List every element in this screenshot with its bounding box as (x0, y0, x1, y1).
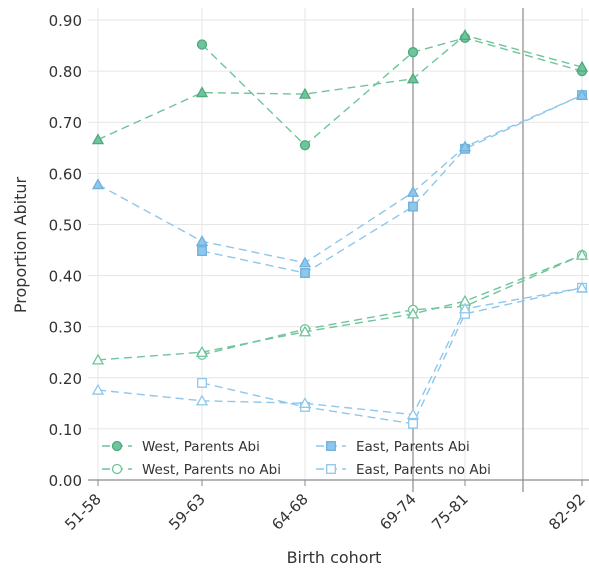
series-line (201, 287, 583, 425)
y-tick-label: 0.80 (49, 63, 82, 81)
data-point (458, 28, 472, 40)
legend: West, Parents Abi West, Parents no Abi Eas… (102, 439, 491, 478)
x-tick-label: 64-68 (268, 490, 312, 534)
data-point (408, 201, 418, 212)
legend-marker (326, 441, 336, 451)
series-line (201, 254, 583, 356)
legend-label: East, Parents Abi (356, 439, 470, 455)
data-point (300, 268, 310, 278)
y-tick-label: 0.90 (49, 12, 82, 30)
legend-marker (111, 440, 123, 452)
legend-marker (111, 463, 123, 475)
data-point (575, 248, 589, 260)
y-tick-label: 0.60 (49, 165, 82, 183)
y-tick-label: 0.00 (49, 472, 82, 490)
data-point (195, 86, 209, 98)
x-tick-label: 51-58 (61, 490, 105, 534)
series-line (97, 34, 583, 141)
series-line (201, 37, 583, 147)
series-west_abi_circle (196, 32, 588, 151)
data-point (298, 396, 312, 408)
data-point (91, 133, 105, 145)
y-axis-title: Proportion Abitur (11, 176, 30, 313)
x-tick-label: 69-74 (376, 490, 420, 534)
legend-label: West, Parents no Abi (142, 462, 281, 478)
series-east_abi_triangle (91, 88, 589, 268)
series-east_abi_square (197, 90, 587, 278)
data-point (407, 47, 419, 58)
data-point (406, 185, 420, 197)
grid-lines (88, 8, 589, 480)
data-point (197, 377, 207, 388)
data-point (197, 246, 207, 256)
series-west_noabi_triangle (91, 248, 589, 365)
data-point (91, 178, 105, 190)
data-point (299, 140, 311, 151)
y-tick-label: 0.20 (49, 370, 82, 388)
legend-item: East, Parents no Abi (316, 462, 491, 478)
y-tick-label: 0.70 (49, 114, 82, 132)
x-tick-label: 75-81 (428, 490, 472, 534)
series-west_noabi_circle (196, 249, 588, 360)
data-point (195, 394, 209, 406)
y-tick-label: 0.30 (49, 319, 82, 337)
data-point (298, 87, 312, 99)
series-line (97, 94, 583, 264)
data-point (91, 383, 105, 395)
data-point (91, 353, 105, 365)
y-tick-label: 0.50 (49, 216, 82, 234)
data-point (196, 39, 208, 50)
y-tick-label: 0.10 (49, 421, 82, 439)
data-point (195, 234, 209, 246)
legend-item: West, Parents Abi (102, 439, 260, 455)
legend-label: East, Parents no Abi (356, 462, 491, 478)
data-point (298, 256, 312, 268)
series-line (97, 287, 583, 416)
data-point (575, 281, 589, 293)
series-east_noabi_triangle (91, 281, 589, 420)
data-point (458, 140, 472, 152)
data-point (195, 345, 209, 357)
x-axis-title: Birth cohort (287, 548, 382, 567)
data-point (406, 307, 420, 319)
data-point (575, 60, 589, 72)
data-point (406, 72, 420, 84)
legend-label: West, Parents Abi (142, 439, 260, 455)
series-west_abi_triangle (91, 28, 589, 145)
x-tick-label: 82-92 (545, 490, 589, 534)
data-point (408, 418, 418, 429)
legend-item: East, Parents Abi (316, 439, 470, 455)
x-tick-label: 59-63 (165, 490, 209, 534)
legend-marker (326, 464, 336, 474)
reference-lines (412, 8, 524, 492)
data-point (575, 88, 589, 100)
legend-item: West, Parents no Abi (102, 462, 281, 478)
data-point (298, 325, 312, 337)
data-point (406, 408, 420, 420)
data-point (458, 302, 472, 314)
series-group (91, 28, 589, 429)
series-line (201, 94, 583, 274)
axes: 0.00 0.10 0.20 0.30 0.40 0.50 0.60 0.70 0.80 0.90… (49, 12, 589, 534)
y-tick-label: 0.40 (49, 268, 82, 286)
series-line (97, 254, 583, 361)
series-east_noabi_square (197, 282, 587, 429)
